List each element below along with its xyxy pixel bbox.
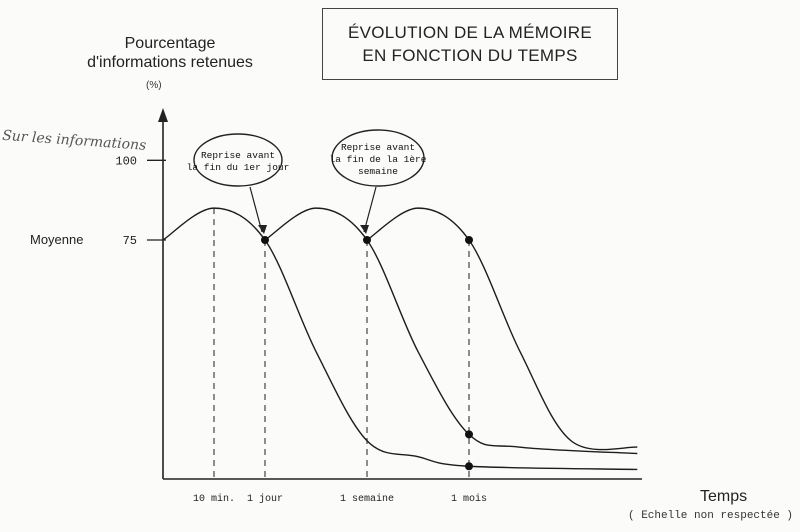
annotation-text: semaine — [358, 166, 398, 177]
x-tick-label: 1 semaine — [340, 493, 394, 505]
forgetting-curve-3 — [366, 207, 638, 451]
chart-title-line-1: ÉVOLUTION DE LA MÉMOIRE — [347, 23, 592, 42]
y-tick-label: 75 — [123, 234, 137, 248]
data-point — [465, 236, 473, 244]
y-tick-label: 100 — [115, 154, 137, 168]
y-axis-arrow-icon — [158, 108, 168, 122]
annotation-arrow-icon — [360, 225, 369, 234]
data-point — [465, 462, 473, 471]
chart-title-box: ÉVOLUTION DE LA MÉMOIRE EN FONCTION DU T… — [322, 8, 618, 80]
y-side-label: Moyenne — [30, 232, 83, 247]
annotation-text: Reprise avant — [201, 150, 275, 161]
x-tick-label: 1 jour — [247, 493, 283, 505]
forgetting-curve-1 — [162, 207, 638, 471]
annotation-arrow — [363, 186, 377, 233]
chart-title-line-2: EN FONCTION DU TEMPS — [362, 46, 578, 65]
annotation-arrow — [249, 186, 263, 233]
annotation-bubble — [331, 129, 425, 187]
annotation-text: la fin de la 1ère — [330, 154, 427, 165]
x-axis-title: Temps — [700, 488, 748, 505]
x-axis-subtitle: ( Echelle non respectée ) — [628, 510, 794, 522]
data-point — [363, 236, 371, 244]
annotation-bubble — [193, 133, 283, 187]
data-point — [261, 236, 269, 244]
annotation-arrow-icon — [258, 225, 267, 234]
annotation-text: la fin du 1er jour — [187, 162, 290, 173]
y-axis-title-line-1: Pourcentage — [124, 35, 216, 52]
y-axis-title-line-2: d'informations retenues — [87, 54, 253, 71]
x-tick-label: 1 mois — [451, 493, 487, 505]
annotation-text: Reprise avant — [341, 142, 415, 153]
forgetting-curve-2 — [264, 207, 638, 455]
data-point — [465, 430, 473, 439]
y-axis-title: Pourcentage d'informations retenues — [60, 34, 280, 72]
y-axis-unit: (%) — [146, 80, 162, 91]
x-tick-label: 10 min. — [193, 493, 235, 505]
